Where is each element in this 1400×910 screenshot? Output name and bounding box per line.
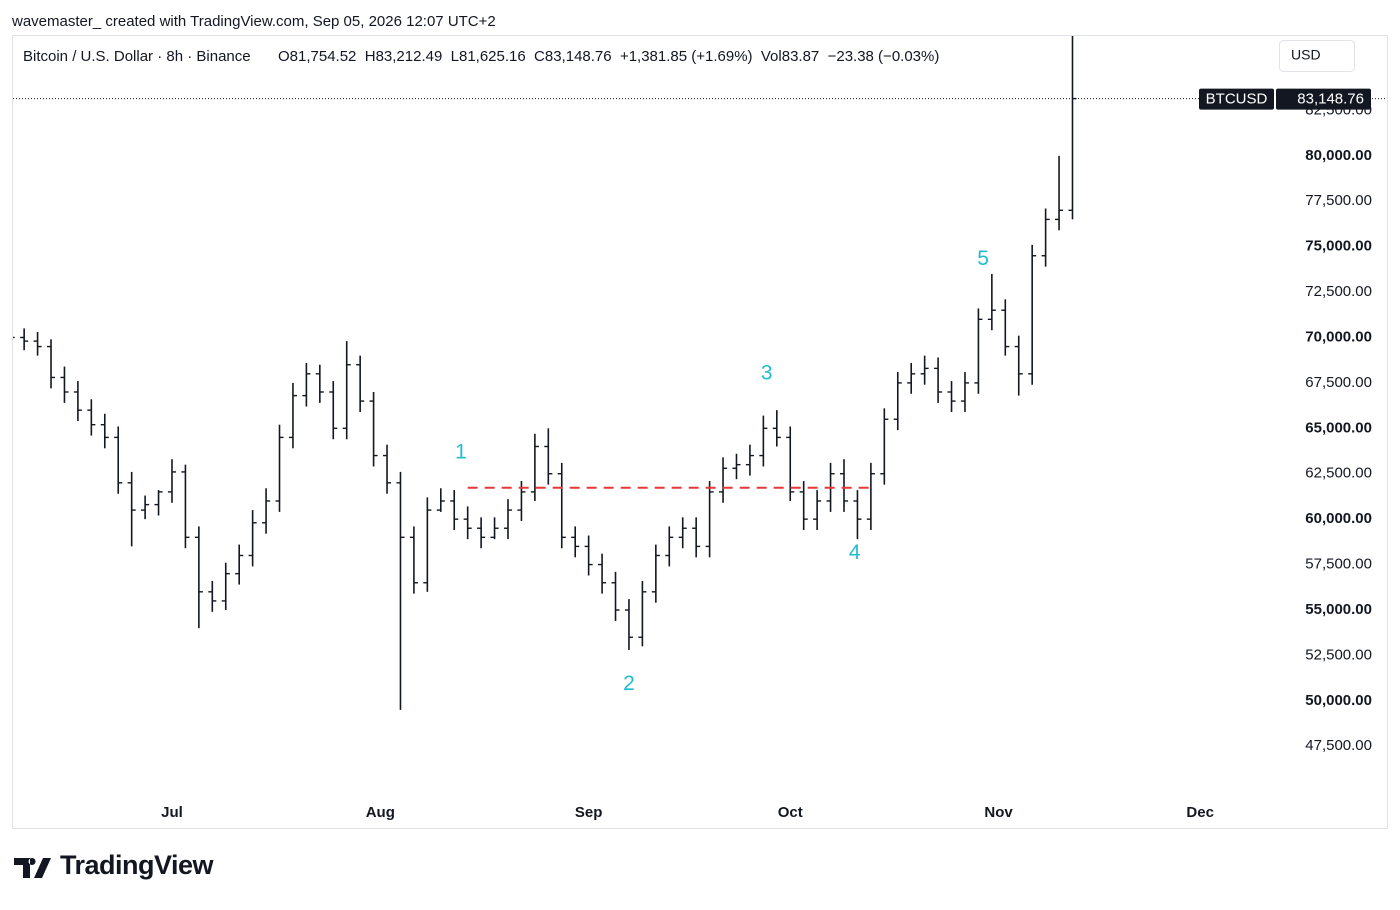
y-tick-label: 65,000.00: [1305, 419, 1372, 436]
y-tick-label: 70,000.00: [1305, 328, 1372, 345]
wave-label: 3: [761, 361, 773, 384]
y-tick-label: 55,000.00: [1305, 601, 1372, 618]
wave-label: 4: [849, 541, 861, 564]
y-tick-label: 72,500.00: [1305, 283, 1372, 300]
chart-frame: [12, 35, 1388, 829]
currency[interactable]: USD: [1291, 47, 1321, 63]
y-tick-label: 80,000.00: [1305, 147, 1372, 164]
x-tick-label: Nov: [984, 804, 1013, 821]
footer-logo: TradingView: [60, 850, 215, 880]
y-tick-label: 50,000.00: [1305, 692, 1372, 709]
credit: wavemaster_ created with TradingView.com…: [11, 13, 496, 30]
y-tick-label: 47,500.00: [1305, 737, 1372, 754]
logo-icon: [14, 858, 51, 878]
symbol-badge: [1199, 88, 1274, 110]
x-tick-label: Jul: [161, 804, 183, 821]
x-tick-label: Aug: [366, 804, 395, 821]
y-tick-label: 52,500.00: [1305, 646, 1372, 663]
y-tick-label: 67,500.00: [1305, 374, 1372, 391]
wave-label: 2: [623, 672, 635, 695]
symbol-title: Bitcoin / U.S. Dollar · 8h · Binance: [23, 48, 251, 65]
y-tick-label: 62,500.00: [1305, 465, 1372, 482]
x-tick-label: Oct: [778, 804, 803, 821]
ohlc-legend: O81,754.52 H83,212.49 L81,625.16 C83,148…: [278, 48, 939, 65]
wave-label: 5: [977, 247, 989, 270]
y-tick-label: 60,000.00: [1305, 510, 1372, 527]
y-tick-label: 77,500.00: [1305, 192, 1372, 209]
symbol-label: BTCUSD: [1206, 91, 1268, 108]
y-tick-label: 57,500.00: [1305, 556, 1372, 573]
plot: [13, 36, 1077, 710]
x-tick-label: Sep: [575, 804, 603, 821]
y-tick-label: 75,000.00: [1305, 238, 1372, 255]
price-badge: [1276, 88, 1371, 110]
x-tick-label: Dec: [1186, 804, 1214, 821]
wave-label: 1: [455, 440, 467, 463]
price-label: 83,148.76: [1297, 91, 1364, 108]
currency-button[interactable]: [1279, 40, 1355, 72]
